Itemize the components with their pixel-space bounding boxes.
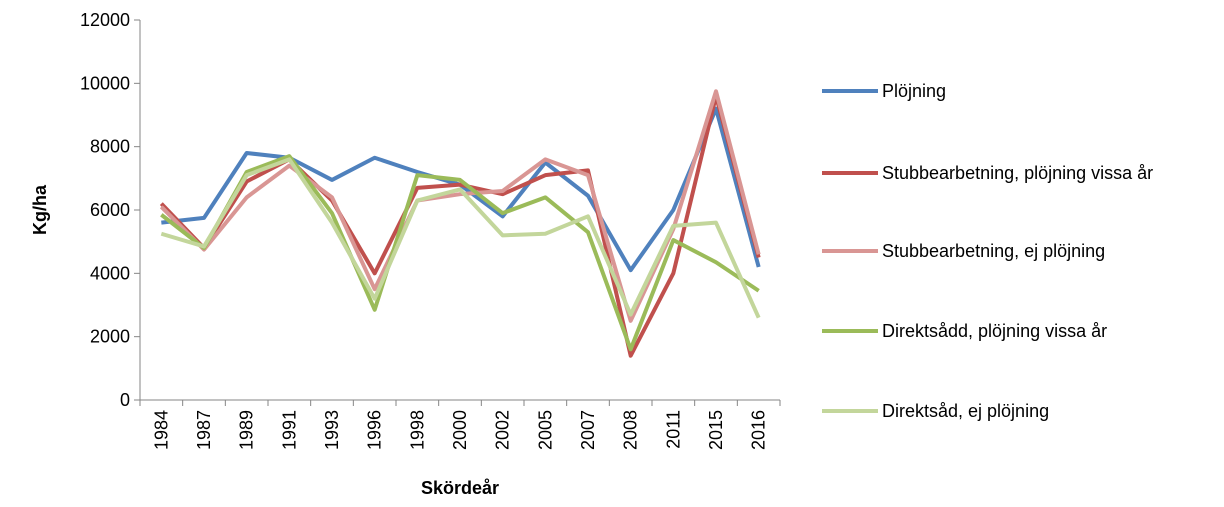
x-tick-label: 1987: [194, 410, 214, 450]
legend-item: Stubbearbetning, plöjning vissa år: [822, 160, 1222, 186]
series-line: [160, 157, 761, 319]
x-tick-label: 1989: [237, 410, 257, 450]
x-tick-label: 2002: [493, 410, 513, 450]
x-tick-label: 2016: [749, 410, 769, 450]
x-tick-label: 2007: [578, 410, 598, 450]
legend-item: Plöjning: [822, 78, 1222, 104]
y-axis-title: Kg/ha: [30, 184, 50, 235]
x-tick-label: 2008: [621, 410, 641, 450]
y-tick-label: 8000: [90, 137, 130, 157]
x-tick-label: 1993: [322, 410, 342, 450]
y-tick-label: 10000: [80, 73, 130, 93]
legend-item: Stubbearbetning, ej plöjning: [822, 238, 1222, 264]
x-tick-label: 2000: [450, 410, 470, 450]
y-tick-label: 4000: [90, 263, 130, 283]
legend-swatch: [822, 409, 878, 413]
legend-item: Direktsåd, ej plöjning: [822, 398, 1222, 424]
y-tick-label: 12000: [80, 10, 130, 30]
legend-swatch: [822, 171, 878, 175]
series-line: [160, 154, 760, 352]
y-tick-label: 0: [120, 390, 130, 410]
legend-swatch: [822, 329, 878, 333]
series-line: [159, 94, 761, 358]
x-tick-label: 2015: [706, 410, 726, 450]
x-tick-label: 2005: [535, 410, 555, 450]
x-tick-label: 1996: [365, 410, 385, 450]
y-tick-label: 6000: [90, 200, 130, 220]
x-axis-title: Skördeår: [421, 478, 499, 498]
x-tick-label: 1991: [279, 410, 299, 450]
series-line: [159, 89, 761, 323]
x-tick-label: 1984: [151, 410, 171, 450]
legend-swatch: [822, 89, 878, 93]
legend-swatch: [822, 249, 878, 253]
legend-label: Plöjning: [882, 81, 947, 101]
x-tick-label: 1998: [407, 410, 427, 450]
legend-label: Direktsådd, plöjning vissa år: [882, 321, 1108, 341]
legend-item: Direktsådd, plöjning vissa år: [822, 318, 1222, 344]
legend-label: Stubbearbetning, ej plöjning: [882, 241, 1106, 261]
legend-label: Direktsåd, ej plöjning: [882, 401, 1050, 421]
y-tick-label: 2000: [90, 327, 130, 347]
x-tick-label: 2011: [663, 410, 683, 449]
legend-label: Stubbearbetning, plöjning vissa år: [882, 163, 1154, 183]
